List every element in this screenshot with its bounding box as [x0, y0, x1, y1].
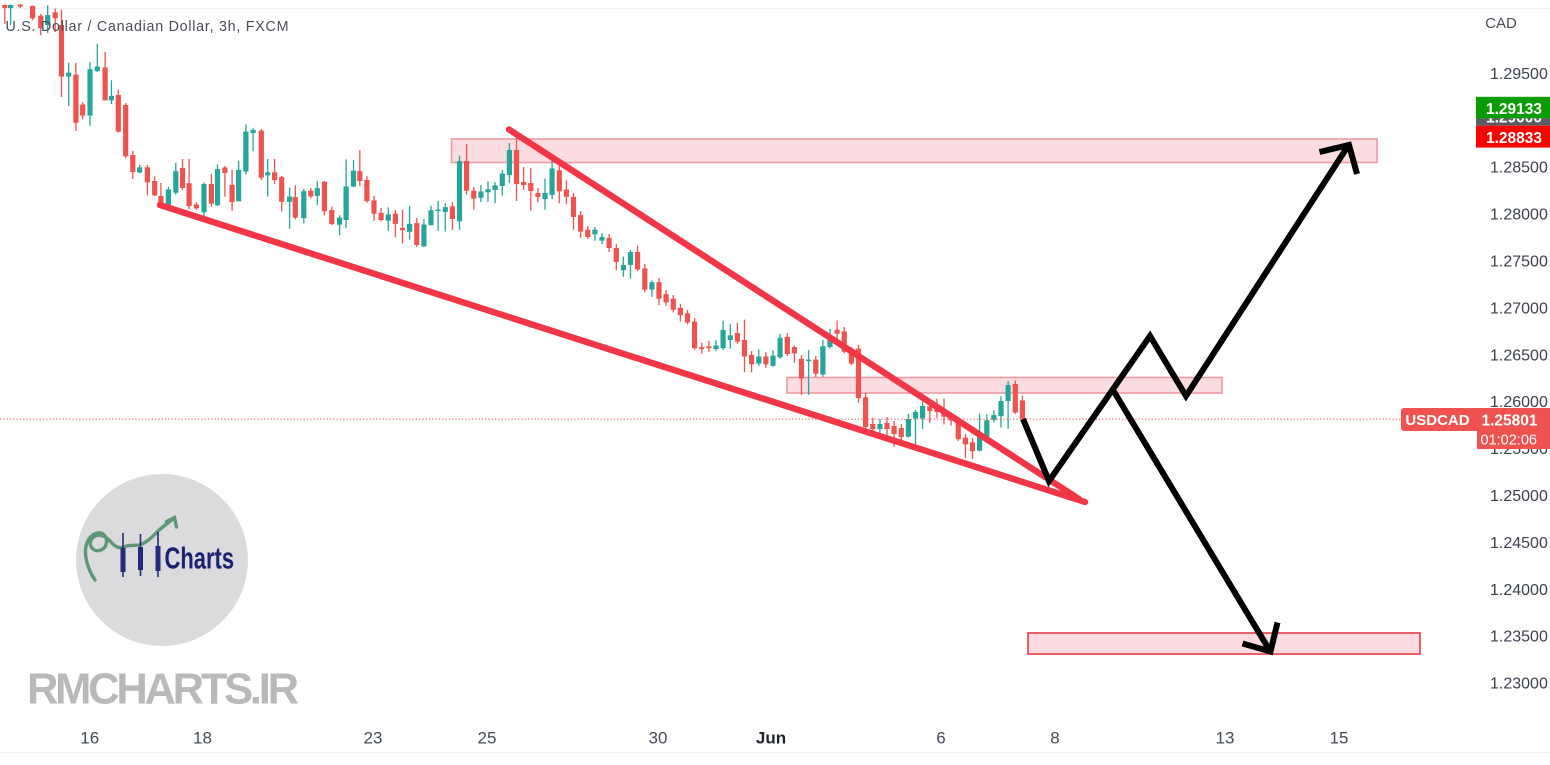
svg-text:1.25000: 1.25000: [1490, 488, 1548, 505]
svg-text:Jun: Jun: [756, 728, 786, 747]
svg-text:1.27000: 1.27000: [1490, 300, 1548, 317]
svg-text:1.23500: 1.23500: [1490, 629, 1548, 646]
svg-text:8: 8: [1050, 728, 1059, 747]
svg-text:13: 13: [1216, 728, 1235, 747]
svg-text:1.28833: 1.28833: [1486, 130, 1542, 147]
svg-text:1.28000: 1.28000: [1490, 207, 1548, 224]
svg-text:1.24000: 1.24000: [1490, 582, 1548, 599]
svg-text:1.29500: 1.29500: [1490, 66, 1548, 83]
svg-text:1.29000: 1.29000: [1486, 110, 1542, 127]
svg-text:1.27500: 1.27500: [1490, 254, 1548, 271]
svg-text:1.29133: 1.29133: [1486, 101, 1542, 118]
svg-text:16: 16: [80, 728, 99, 747]
svg-text:01:02:06: 01:02:06: [1481, 433, 1537, 449]
svg-text:U.S. Dollar / Canadian Dollar,: U.S. Dollar / Canadian Dollar, 3h, FXCM: [6, 19, 289, 35]
svg-text:CAD: CAD: [1485, 15, 1517, 32]
svg-text:1.28500: 1.28500: [1490, 160, 1548, 177]
svg-text:23: 23: [364, 728, 383, 747]
svg-text:Charts: Charts: [165, 541, 235, 575]
svg-text:1.24500: 1.24500: [1490, 535, 1548, 552]
svg-text:RMCHARTS.IR: RMCHARTS.IR: [27, 666, 299, 714]
svg-text:18: 18: [193, 728, 212, 747]
svg-text:30: 30: [649, 728, 668, 747]
svg-text:15: 15: [1330, 728, 1349, 747]
svg-text:25: 25: [478, 728, 497, 747]
svg-text:1.23000: 1.23000: [1490, 676, 1548, 693]
svg-text:1.26000: 1.26000: [1490, 394, 1548, 411]
svg-text:6: 6: [936, 728, 945, 747]
svg-text:1.25801: 1.25801: [1482, 412, 1538, 429]
svg-text:USDCAD: USDCAD: [1405, 412, 1469, 429]
svg-text:1.26500: 1.26500: [1490, 347, 1548, 364]
